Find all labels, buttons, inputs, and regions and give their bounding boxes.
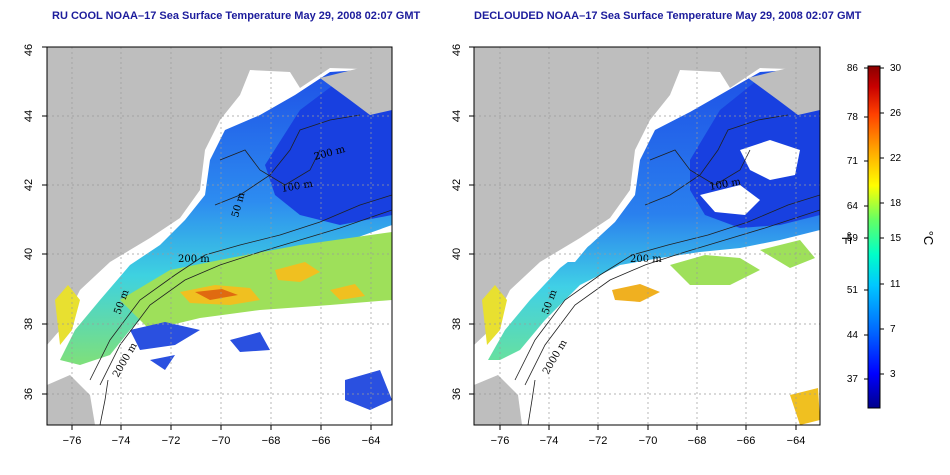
right-x-tick-label: −72 <box>589 435 608 447</box>
colorbar-fahrenheit-tick: 71 <box>847 156 859 167</box>
right-coastal-warm <box>482 285 507 345</box>
right-land-north <box>474 47 820 345</box>
right-y-tick-label: 44 <box>451 110 463 122</box>
colorbar-celsius-tick: 15 <box>890 233 902 244</box>
right-warm-patches <box>670 240 815 285</box>
left-map-panel: 100 m 200 m 200 m 50 m 2000 m 50 m <box>47 47 392 425</box>
right-y-tick-labels: 36 38 40 42 44 46 <box>451 44 463 400</box>
right-x-tick-label: −76 <box>491 435 510 447</box>
right-y-tick-label: 42 <box>451 179 463 191</box>
right-gridlines <box>474 47 820 425</box>
colorbar-celsius-tick: 18 <box>890 198 902 209</box>
right-y-tick-label: 36 <box>451 388 463 400</box>
left-bathymetry-contours <box>89 114 392 425</box>
colorbar-fahrenheit-unit: °F <box>839 231 854 244</box>
right-y-tick-label: 46 <box>451 44 463 56</box>
left-map-title: RU COOL NOAA–17 Sea Surface Temperature … <box>52 10 421 22</box>
left-land-south <box>47 375 95 425</box>
colorbar-celsius-tick: 3 <box>890 369 896 380</box>
left-land-north <box>47 47 392 345</box>
colorbar-gradient <box>867 65 881 409</box>
colorbar-fahrenheit-tick: 64 <box>847 201 859 212</box>
colorbar-fahrenheit-tick: 78 <box>847 112 859 123</box>
right-x-tick-label: −68 <box>688 435 707 447</box>
left-x-tick-label: −72 <box>162 435 181 447</box>
left-contour-label-200m: 200 m <box>178 254 210 265</box>
colorbar-fahrenheit-tick: 37 <box>847 374 859 385</box>
right-map-panel: 100 m 200 m 50 m 2000 m <box>474 47 820 425</box>
left-axis-ticks <box>42 46 372 430</box>
colorbar-fahrenheit-tick: 44 <box>847 330 859 341</box>
left-y-tick-label: 36 <box>23 388 35 400</box>
left-x-tick-label: −70 <box>212 435 231 447</box>
colorbar-celsius-tick: 26 <box>890 108 902 119</box>
colorbar-celsius-tick: 22 <box>890 153 902 164</box>
left-y-tick-label: 44 <box>23 110 35 122</box>
right-x-tick-label: −64 <box>787 435 806 447</box>
left-x-tick-label: −66 <box>312 435 331 447</box>
right-bathymetry-contours <box>514 114 820 425</box>
right-x-tick-labels: −76 −74 −72 −70 −68 −66 −64 <box>491 435 806 447</box>
left-warm-band <box>120 232 392 330</box>
right-contour-label-200m: 200 m <box>630 254 662 265</box>
colorbar-fahrenheit-tick: 51 <box>847 285 859 296</box>
right-land-nova-scotia <box>748 60 820 115</box>
left-cold-speckles <box>130 322 392 410</box>
right-x-tick-label: −66 <box>737 435 756 447</box>
right-map-frame <box>473 46 821 426</box>
left-y-tick-label: 38 <box>23 318 35 330</box>
left-gridlines <box>47 47 392 425</box>
left-y-tick-labels: 36 38 40 42 44 46 <box>23 44 35 400</box>
colorbar-fahrenheit-tick: 86 <box>847 63 859 74</box>
left-x-tick-label: −74 <box>112 435 131 447</box>
left-y-tick-label: 40 <box>23 248 35 260</box>
right-cloud-holes <box>555 140 800 262</box>
left-ocean-cold <box>265 72 392 225</box>
left-x-tick-label: −64 <box>362 435 381 447</box>
left-x-tick-label: −68 <box>262 435 281 447</box>
left-coastal-warm <box>55 285 80 345</box>
right-land-south <box>474 375 522 425</box>
right-axis-ticks <box>469 46 797 430</box>
right-x-tick-label: −70 <box>639 435 658 447</box>
right-y-tick-label: 40 <box>451 248 463 260</box>
left-y-tick-label: 46 <box>23 44 35 56</box>
right-y-tick-label: 38 <box>451 318 463 330</box>
left-hot-patches <box>195 289 238 300</box>
left-y-tick-label: 42 <box>23 179 35 191</box>
colorbar-celsius-tick: 7 <box>890 324 896 335</box>
right-map-title: DECLOUDED NOAA–17 Sea Surface Temperatur… <box>474 10 862 22</box>
left-x-tick-label: −76 <box>63 435 82 447</box>
colorbar-celsius-unit: °C <box>921 231 936 246</box>
colorbar-fahrenheit-tick: 59 <box>847 233 859 244</box>
right-south-patch <box>790 388 820 425</box>
left-map-frame <box>46 46 393 426</box>
temperature-colorbar: 86 78 71 64 59 51 44 37 30 26 22 18 15 1… <box>839 63 936 409</box>
colorbar-celsius-tick: 11 <box>890 279 901 290</box>
colorbar-celsius-tick: 30 <box>890 63 902 74</box>
left-x-tick-labels: −76 −74 −72 −70 −68 −66 −64 <box>63 435 381 447</box>
left-land-nova-scotia <box>320 60 392 115</box>
right-x-tick-label: −74 <box>540 435 559 447</box>
